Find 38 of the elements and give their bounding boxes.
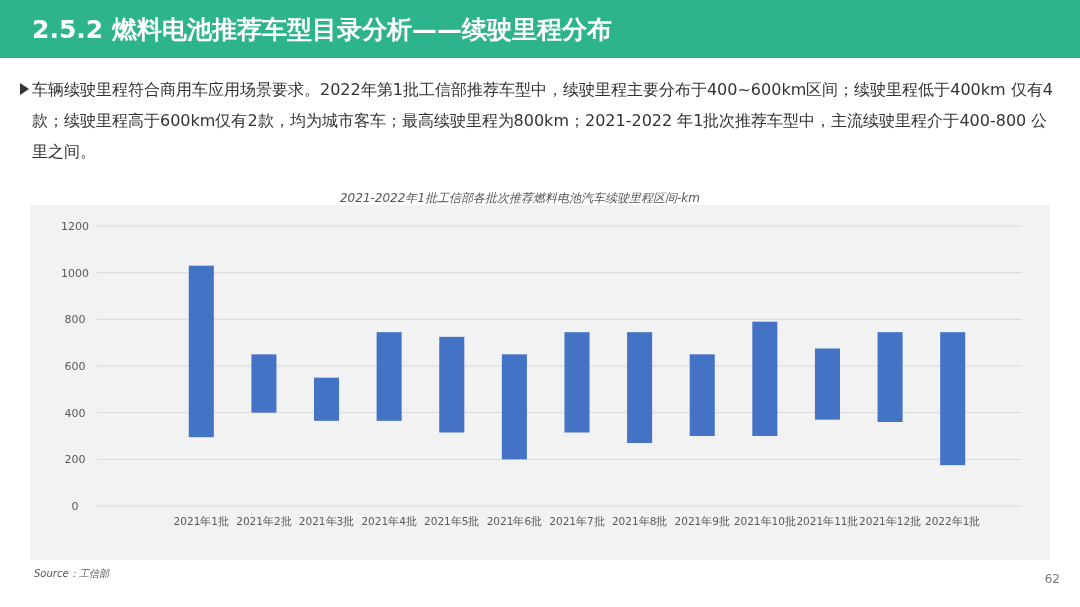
bar <box>689 354 715 436</box>
x-tick-label: 2022年1批 <box>924 515 981 527</box>
x-tick-label: 2021年2批 <box>236 515 292 527</box>
y-tick-label: 600 <box>64 360 86 373</box>
x-tick-label: 2021年4批 <box>361 515 417 527</box>
x-tick-label: 2021年10批 <box>733 515 796 527</box>
text: 62 <box>1044 572 1060 586</box>
chart-title: 2.5.2 燃料电池推荐车型目录分析——续驶里程分布 <box>32 15 612 44</box>
source-note: Source：工信部 <box>34 568 111 579</box>
bar <box>439 336 465 433</box>
y-tick-label: 800 <box>64 313 86 327</box>
x-tick-label: 2021年1批 <box>173 515 230 527</box>
bar <box>501 354 527 460</box>
x-tick-label: 2021年12批 <box>859 515 922 527</box>
y-tick-label: 1000 <box>61 266 89 280</box>
y-tick-label: 400 <box>64 406 86 420</box>
x-tick-label: 2021年5批 <box>424 515 480 527</box>
bar <box>564 332 590 433</box>
bar <box>877 332 903 422</box>
x-tick-label: 2021年6批 <box>486 515 543 527</box>
y-tick-label: 1200 <box>61 220 89 233</box>
y-tick-label: 200 <box>64 453 86 467</box>
bar <box>314 377 340 421</box>
x-tick-label: 2021年8批 <box>611 515 668 527</box>
bar <box>940 332 966 466</box>
x-tick-label: 2021年11批 <box>796 515 859 527</box>
bar <box>376 332 402 421</box>
bar <box>814 348 840 420</box>
text: 车辆续驶里程符合商用车应用场景要求。2022年第1批工信部推荐车型中，续驶里程主要分布于400~600km区间；续驶里程低于400km 仅有4款；续驶里程高于600km仅有2款，均为城市客车；最高续驶里程为800km；2021-2022 年1批次推荐车型中，主流续驶里程介于400-800 公里之间。 <box>32 80 1053 161</box>
bar <box>627 332 653 443</box>
bar <box>752 321 778 436</box>
y-tick-label: 0 <box>71 500 79 513</box>
chart-subtitle: 2021-2022年1批工信部各批次推荐燃料电池汽车续驶里程区间-km <box>339 191 701 205</box>
x-tick-label: 2021年3批 <box>298 515 355 527</box>
bar <box>188 265 214 438</box>
x-tick-label: 2021年9批 <box>674 515 730 527</box>
bar <box>251 354 277 413</box>
x-tick-label: 2021年7批 <box>549 515 605 527</box>
